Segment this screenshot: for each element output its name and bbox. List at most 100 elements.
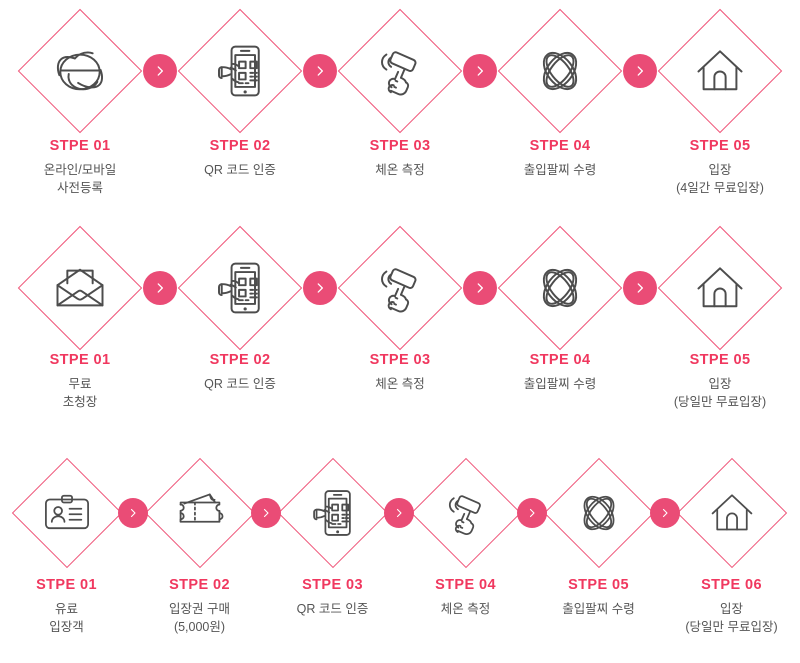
step-description-line: (당일만 무료입장) bbox=[685, 620, 778, 635]
step-label: STPE 05 bbox=[689, 352, 751, 368]
step-description-line: QR 코드 인증 bbox=[204, 163, 276, 177]
step-node[interactable] bbox=[160, 223, 320, 353]
qr-phone-scan-icon bbox=[210, 41, 270, 101]
step-label: STPE 02 bbox=[169, 577, 230, 593]
internet-explorer-icon bbox=[50, 41, 110, 101]
step-node[interactable] bbox=[320, 6, 480, 136]
step-node[interactable] bbox=[133, 448, 266, 578]
step-connector-chevron-right-icon bbox=[118, 498, 148, 528]
thermometer-gun-icon bbox=[439, 486, 493, 540]
step-connector-chevron-right-icon bbox=[251, 498, 281, 528]
step-connector-chevron-right-icon bbox=[463, 54, 497, 88]
step-caption: STPE 01 무료 초청장 bbox=[0, 352, 160, 411]
step-node[interactable] bbox=[266, 448, 399, 578]
step-description-line: 입장객 bbox=[49, 620, 84, 635]
step-description-line: 유료 bbox=[54, 602, 78, 616]
house-icon bbox=[690, 41, 750, 101]
step-caption: STPE 03 체온 측정 bbox=[320, 138, 480, 179]
step-connector-chevron-right-icon bbox=[517, 498, 547, 528]
step-description-line: 초청장 bbox=[62, 395, 98, 410]
step-description: 출입팔찌 수령 bbox=[480, 161, 640, 179]
step-description: 입장 (당일만 무료입장) bbox=[665, 600, 798, 636]
step-caption: STPE 06 입장 (당일만 무료입장) bbox=[665, 577, 798, 636]
step-node[interactable] bbox=[480, 6, 640, 136]
step-label: STPE 04 bbox=[529, 138, 591, 154]
step-label: STPE 05 bbox=[689, 138, 751, 154]
step-connector-chevron-right-icon bbox=[463, 271, 497, 305]
step-connector-chevron-right-icon bbox=[650, 498, 680, 528]
step-node[interactable] bbox=[532, 448, 665, 578]
qr-phone-scan-icon bbox=[210, 258, 270, 318]
step-label: STPE 01 bbox=[36, 577, 97, 593]
step-connector-chevron-right-icon bbox=[623, 271, 657, 305]
step-connector-chevron-right-icon bbox=[384, 498, 414, 528]
step-node[interactable] bbox=[640, 223, 800, 353]
step-description-line: 체온 측정 bbox=[375, 377, 425, 391]
step-description: 입장권 구매 (5,000원) bbox=[133, 600, 266, 636]
step-description: 출입팔찌 수령 bbox=[532, 600, 665, 618]
step-node[interactable] bbox=[160, 6, 320, 136]
step-icons-track bbox=[0, 223, 800, 353]
step-caption: STPE 03 체온 측정 bbox=[320, 352, 480, 393]
step-description-line: 입장 bbox=[719, 602, 743, 616]
step-description: 출입팔찌 수령 bbox=[480, 375, 640, 393]
step-caption: STPE 04 출입팔찌 수령 bbox=[480, 352, 640, 393]
house-icon bbox=[705, 486, 759, 540]
step-description: 체온 측정 bbox=[320, 161, 480, 179]
step-caption: STPE 02 QR 코드 인증 bbox=[160, 138, 320, 179]
step-node[interactable] bbox=[399, 448, 532, 578]
step-node[interactable] bbox=[320, 223, 480, 353]
step-description: QR 코드 인증 bbox=[160, 161, 320, 179]
step-node[interactable] bbox=[665, 448, 798, 578]
step-description-line: 출입팔찌 수령 bbox=[523, 163, 597, 177]
step-label: STPE 02 bbox=[209, 138, 271, 154]
qr-phone-scan-icon bbox=[306, 486, 360, 540]
step-caption: STPE 04 출입팔찌 수령 bbox=[480, 138, 640, 179]
step-node[interactable] bbox=[0, 448, 133, 578]
step-label: STPE 04 bbox=[529, 352, 591, 368]
step-description-line: 입장 bbox=[708, 377, 732, 391]
step-node[interactable] bbox=[480, 223, 640, 353]
step-description-line: 무료 bbox=[68, 377, 92, 391]
step-label: STPE 03 bbox=[369, 138, 431, 154]
step-caption: STPE 04 체온 측정 bbox=[399, 577, 532, 618]
step-description-line: 체온 측정 bbox=[375, 163, 425, 177]
step-label: STPE 05 bbox=[568, 577, 629, 593]
step-label: STPE 03 bbox=[369, 352, 431, 368]
step-description: 입장 (당일만 무료입장) bbox=[640, 375, 800, 411]
envelope-open-icon bbox=[50, 258, 110, 318]
step-description: QR 코드 인증 bbox=[160, 375, 320, 393]
step-row-row-free-invitation: STPE 01 무료 초청장 STPE 02 QR 코드 인증 STPE 03 체온 측정 S… bbox=[0, 215, 800, 440]
step-description-line: 온라인/모바일 bbox=[43, 163, 117, 177]
step-description: 체온 측정 bbox=[320, 375, 480, 393]
step-label: STPE 03 bbox=[302, 577, 363, 593]
thermometer-gun-icon bbox=[370, 41, 430, 101]
wristband-icon bbox=[572, 486, 626, 540]
step-description-line: 사전등록 bbox=[56, 181, 103, 196]
step-caption: STPE 05 입장 (4일간 무료입장) bbox=[640, 138, 800, 197]
step-label: STPE 01 bbox=[49, 138, 111, 154]
step-connector-chevron-right-icon bbox=[303, 54, 337, 88]
step-connector-chevron-right-icon bbox=[623, 54, 657, 88]
step-description-line: 체온 측정 bbox=[440, 602, 491, 616]
wristband-icon bbox=[530, 41, 590, 101]
step-label: STPE 06 bbox=[701, 577, 762, 593]
step-description-line: (당일만 무료입장) bbox=[673, 395, 767, 410]
step-caption: STPE 05 출입팔찌 수령 bbox=[532, 577, 665, 618]
step-icons-track bbox=[0, 6, 800, 136]
step-caption: STPE 02 입장권 구매 (5,000원) bbox=[133, 577, 266, 636]
step-node[interactable] bbox=[640, 6, 800, 136]
step-description-line: QR 코드 인증 bbox=[204, 377, 276, 391]
step-description: QR 코드 인증 bbox=[266, 600, 399, 618]
step-connector-chevron-right-icon bbox=[143, 271, 177, 305]
step-node[interactable] bbox=[0, 223, 160, 353]
step-node[interactable] bbox=[0, 6, 160, 136]
step-description-line: 입장권 구매 bbox=[169, 602, 230, 616]
step-label: STPE 04 bbox=[435, 577, 496, 593]
